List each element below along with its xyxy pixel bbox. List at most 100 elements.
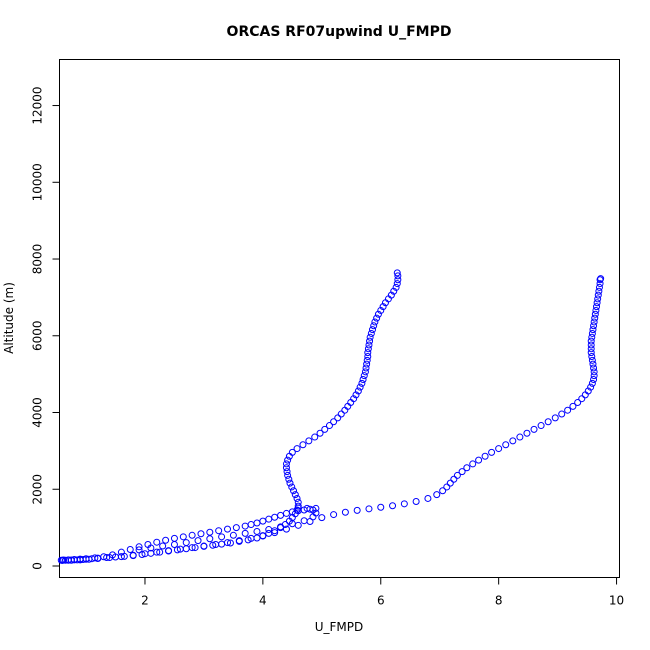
- data-point: [218, 533, 226, 541]
- data-point: [594, 291, 602, 299]
- data-point: [588, 352, 596, 360]
- data-point: [443, 483, 451, 491]
- data-point: [182, 545, 190, 553]
- data-point: [530, 425, 538, 433]
- data-point: [277, 511, 285, 519]
- data-point: [590, 364, 598, 372]
- data-point: [363, 360, 371, 368]
- data-point: [350, 395, 358, 403]
- data-point: [364, 349, 372, 357]
- data-point: [366, 337, 374, 345]
- data-point: [176, 545, 184, 553]
- data-point: [439, 487, 447, 495]
- data-point: [253, 527, 261, 535]
- data-point: [288, 483, 296, 491]
- data-point: [291, 491, 299, 499]
- data-point: [285, 475, 293, 483]
- data-point: [551, 414, 559, 422]
- data-point: [374, 310, 382, 318]
- data-point: [593, 299, 601, 307]
- data-point: [475, 456, 483, 464]
- data-point: [433, 491, 441, 499]
- data-point: [165, 547, 173, 555]
- data-point: [290, 487, 298, 495]
- data-point: [589, 326, 597, 334]
- data-point: [587, 349, 595, 357]
- data-point: [294, 521, 302, 529]
- data-point: [366, 333, 374, 341]
- data-point: [592, 306, 600, 314]
- data-point: [294, 502, 302, 510]
- data-point: [288, 520, 296, 528]
- data-point: [365, 341, 373, 349]
- data-point: [334, 414, 342, 422]
- data-point: [453, 471, 461, 479]
- x-axis-label: U_FMPD: [315, 620, 364, 634]
- data-point: [387, 291, 395, 299]
- data-point: [330, 511, 338, 519]
- data-points: [57, 269, 605, 564]
- data-point: [502, 441, 510, 449]
- data-point: [293, 494, 301, 502]
- data-point: [247, 521, 255, 529]
- data-point: [360, 372, 368, 380]
- data-point: [393, 280, 401, 288]
- x-tick-label: 8: [495, 594, 503, 608]
- data-point: [229, 531, 237, 539]
- data-point: [358, 379, 366, 387]
- data-point: [590, 368, 598, 376]
- y-tick-label: 0: [31, 562, 45, 570]
- data-point: [596, 280, 604, 288]
- data-point: [377, 306, 385, 314]
- data-point: [593, 303, 601, 311]
- data-point: [191, 544, 199, 552]
- data-point: [311, 433, 319, 441]
- data-point: [341, 508, 349, 516]
- data-point: [284, 471, 292, 479]
- data-point: [156, 548, 164, 556]
- data-point: [364, 345, 372, 353]
- data-point: [159, 542, 167, 550]
- data-point: [595, 283, 603, 291]
- data-point: [265, 515, 273, 523]
- data-point: [141, 550, 149, 558]
- data-point: [362, 364, 370, 372]
- data-point: [353, 506, 361, 514]
- data-point: [284, 456, 292, 464]
- data-point: [282, 464, 290, 472]
- data-point: [67, 556, 75, 564]
- data-point: [321, 425, 329, 433]
- data-point: [394, 276, 402, 284]
- data-point: [371, 318, 379, 326]
- data-point: [294, 504, 302, 512]
- data-point: [367, 329, 375, 337]
- data-point: [509, 437, 517, 445]
- data-point: [595, 287, 603, 295]
- data-point: [271, 513, 279, 521]
- data-point: [212, 541, 220, 548]
- x-tick-label: 4: [259, 594, 267, 608]
- data-point: [153, 538, 161, 546]
- data-point: [594, 295, 602, 303]
- data-point: [597, 275, 605, 283]
- data-point: [135, 546, 143, 554]
- data-point: [126, 545, 134, 553]
- data-point: [286, 479, 294, 487]
- data-point: [558, 410, 566, 418]
- series-2: [57, 504, 320, 564]
- data-point: [241, 522, 249, 530]
- data-point: [206, 528, 214, 536]
- data-point: [303, 504, 311, 512]
- data-point: [363, 356, 371, 364]
- data-point: [200, 542, 208, 550]
- data-point: [224, 525, 231, 533]
- data-point: [271, 529, 279, 537]
- data-point: [361, 368, 369, 376]
- data-point: [194, 537, 202, 545]
- data-point: [224, 539, 231, 547]
- data-point: [173, 546, 181, 554]
- data-point: [318, 514, 326, 522]
- data-point: [495, 445, 503, 453]
- data-point: [277, 523, 285, 531]
- data-point: [523, 429, 531, 437]
